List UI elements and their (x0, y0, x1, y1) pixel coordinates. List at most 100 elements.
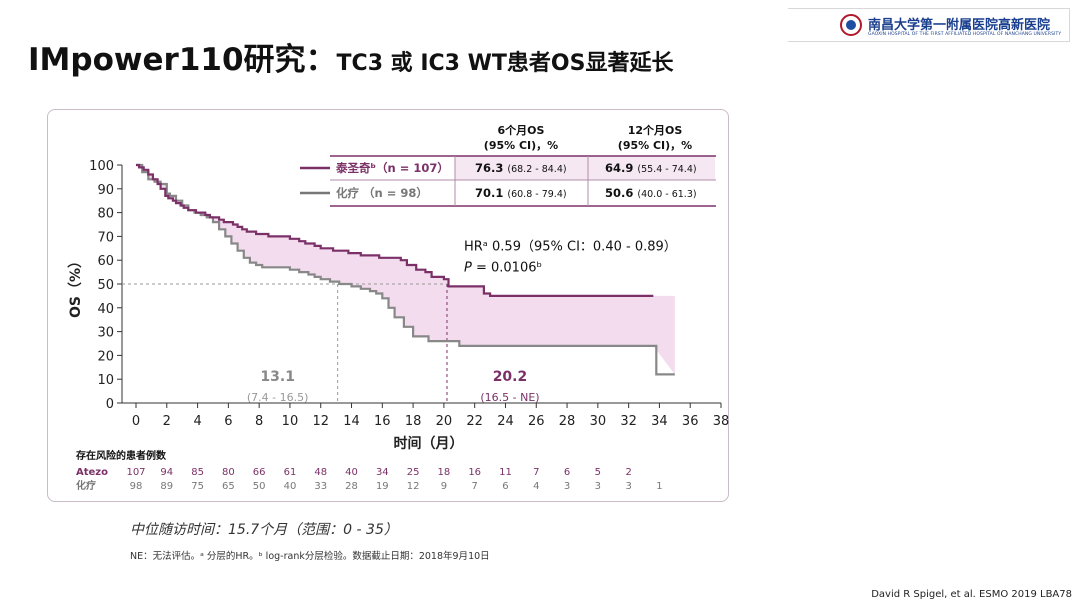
table-os6-atezo: 76.3 (68.2 - 84.4) (475, 161, 567, 175)
at-risk-count: 94 (160, 467, 173, 478)
median-atezo-value: 20.2 (493, 369, 528, 385)
at-risk-count: 6 (502, 481, 508, 492)
at-risk-count: 1 (656, 481, 662, 492)
follow-up-note: 中位随访时间：15.7个月（范围：0 - 35） (130, 522, 398, 538)
title-main: IMpower110研究： (28, 42, 337, 78)
x-tick-label: 32 (620, 414, 637, 429)
x-tick-label: 18 (405, 414, 422, 429)
at-risk-count: 16 (468, 467, 481, 478)
median-control-value: 13.1 (260, 369, 295, 385)
x-tick-label: 26 (528, 414, 545, 429)
at-risk-row-label: 化疗 (76, 479, 96, 492)
x-tick-label: 10 (282, 414, 299, 429)
y-tick-label: 50 (97, 278, 114, 293)
at-risk-count: 3 (595, 481, 601, 492)
hospital-name-cn: 南昌大学第一附属医院高新医院 (868, 18, 1051, 33)
y-tick-label: 30 (97, 326, 114, 341)
x-tick-label: 4 (193, 414, 201, 429)
at-risk-count: 11 (499, 467, 512, 478)
y-tick-label: 20 (97, 349, 114, 364)
y-tick-label: 10 (97, 373, 114, 388)
at-risk-count: 75 (191, 481, 204, 492)
median-atezo-ci: (16.5 - NE) (480, 391, 539, 404)
at-risk-count: 12 (407, 481, 420, 492)
at-risk-count: 6 (564, 467, 570, 478)
x-tick-label: 38 (713, 414, 730, 429)
median-control-ci: (7.4 - 16.5) (247, 391, 309, 404)
at-risk-count: 98 (130, 481, 143, 492)
x-tick-label: 28 (559, 414, 576, 429)
chart-panel: 0 10 20 30 40 50 60 70 80 90 100 0 2 4 6 8 10 12 14 16 18 20 2… (47, 109, 729, 502)
x-tick-label: 24 (497, 414, 514, 429)
at-risk-count: 107 (126, 467, 145, 478)
x-tick-label: 20 (436, 414, 453, 429)
at-risk-count: 40 (345, 467, 358, 478)
table-header-os6: 6个月OS (498, 123, 545, 137)
x-tick-label: 8 (255, 414, 263, 429)
x-tick-label: 6 (224, 414, 232, 429)
y-tick-label: 40 (97, 302, 114, 317)
table-header-os12: 12个月OS (628, 123, 683, 137)
at-risk-count: 40 (284, 481, 297, 492)
hospital-name-en: GAOXIN HOSPITAL OF THE FIRST AFFILIATED … (868, 32, 1062, 37)
table-os12-chemo: 50.6 (40.0 - 61.3) (605, 186, 697, 200)
at-risk-count: 65 (222, 481, 235, 492)
at-risk-count: 3 (625, 481, 631, 492)
at-risk-count: 9 (441, 481, 447, 492)
at-risk-count: 2 (625, 467, 631, 478)
x-tick-label: 2 (163, 414, 171, 429)
at-risk-title: 存在风险的患者例数 (76, 449, 167, 462)
at-risk-count: 18 (438, 467, 451, 478)
at-risk-count: 50 (253, 481, 266, 492)
x-tick-label: 36 (682, 414, 699, 429)
at-risk-count: 48 (314, 467, 327, 478)
at-risk-row-label: Atezo (76, 467, 108, 478)
at-risk-count: 7 (533, 467, 539, 478)
y-tick-label: 100 (89, 159, 114, 174)
x-tick-label: 30 (590, 414, 607, 429)
x-tick-label: 14 (343, 414, 360, 429)
y-tick-label: 0 (106, 397, 114, 412)
table-header-os6: (95% CI)，% (484, 139, 558, 152)
at-risk-count: 33 (314, 481, 327, 492)
at-risk-count: 5 (595, 467, 601, 478)
x-axis-label: 时间（月） (394, 435, 464, 452)
x-tick-label: 16 (374, 414, 391, 429)
table-header-os12: (95% CI)，% (618, 139, 692, 152)
table-os6-chemo: 70.1 (60.8 - 79.4) (475, 186, 567, 200)
x-tick-label: 0 (132, 414, 140, 429)
p-value-annotation: P = 0.0106ᵇ (464, 260, 542, 275)
at-risk-count: 3 (564, 481, 570, 492)
x-tick-label: 12 (312, 414, 329, 429)
legend-label-atezo: 泰圣奇ᵇ（n = 107） (335, 161, 449, 175)
at-risk-count: 4 (533, 481, 539, 492)
hospital-logo: 南昌大学第一附属医院高新医院 GAOXIN HOSPITAL OF THE FI… (788, 8, 1070, 42)
x-tick-label: 22 (466, 414, 483, 429)
slide-title: IMpower110研究：TC3 或 IC3 WT患者OS显著延长 (28, 34, 673, 79)
y-tick-label: 60 (97, 254, 114, 269)
at-risk-count: 66 (253, 467, 266, 478)
series-line-atezo (136, 163, 654, 297)
title-sub: TC3 或 IC3 WT患者OS显著延长 (336, 51, 674, 76)
footnote: NE：无法评估。ᵃ 分层的HR。ᵇ log-rank分层检验。数据截止日期：20… (130, 551, 490, 562)
y-tick-label: 70 (97, 230, 114, 245)
table-row-atezo-bg (455, 156, 715, 180)
at-risk-count: 25 (407, 467, 420, 478)
at-risk-count: 19 (376, 481, 389, 492)
y-tick-label: 90 (97, 183, 114, 198)
legend-label-chemo: 化疗 （n = 98） (336, 186, 428, 200)
at-risk-count: 80 (222, 467, 235, 478)
at-risk-count: 89 (160, 481, 173, 492)
at-risk-count: 34 (376, 467, 389, 478)
at-risk-count: 28 (345, 481, 358, 492)
citation: David R Spigel, et al. ESMO 2019 LBA78 (871, 589, 1072, 600)
y-tick-label: 80 (97, 207, 114, 222)
at-risk-count: 61 (284, 467, 297, 478)
hospital-emblem-icon (840, 14, 862, 36)
hazard-gap-area (136, 165, 675, 375)
x-tick-label: 34 (651, 414, 668, 429)
at-risk-count: 85 (191, 467, 204, 478)
hr-annotation: HRᵃ 0.59（95% CI：0.40 - 0.89） (464, 239, 677, 254)
at-risk-count: 7 (471, 481, 477, 492)
